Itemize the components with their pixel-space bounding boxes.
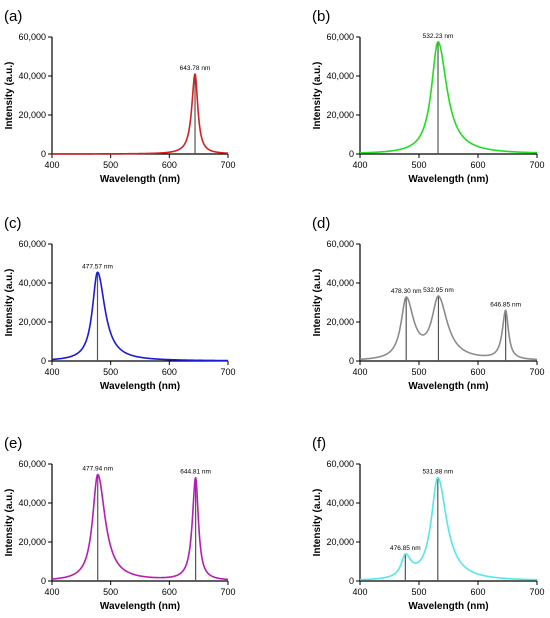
x-tick-label: 600 — [470, 160, 485, 170]
y-tick-label: 60,000 — [326, 32, 354, 42]
x-axis-title: Wavelength (nm) — [408, 601, 488, 612]
peak-label: 643.78 nm — [180, 65, 211, 72]
x-tick-label: 400 — [352, 160, 367, 170]
y-axis-title: Intensity (a.u.) — [312, 62, 323, 130]
spectrum-series-line — [51, 271, 229, 362]
x-tick-label: 500 — [411, 587, 426, 597]
spectrum-series-line — [359, 41, 538, 154]
y-tick-label: 40,000 — [326, 278, 354, 288]
peak-label: 531.88 nm — [422, 469, 453, 476]
spectrum-series-line — [359, 295, 538, 361]
y-tick-label: 60,000 — [326, 459, 354, 469]
x-tick-label: 500 — [411, 367, 426, 377]
x-tick-label: 400 — [44, 367, 59, 377]
y-tick-label: 0 — [349, 576, 354, 586]
y-tick-label: 40,000 — [326, 71, 354, 81]
y-axis-title: Intensity (a.u.) — [312, 489, 323, 557]
x-tick-label: 600 — [470, 587, 485, 597]
x-axis-title: Wavelength (nm) — [100, 381, 180, 392]
peak-label: 476.85 nm — [390, 545, 421, 552]
chart-panel-d: (d) 400 500 600 700 0 20,000 40,000 60,000 Wavele… — [312, 215, 545, 392]
y-tick-label: 60,000 — [18, 32, 46, 42]
y-tick-label: 40,000 — [326, 498, 354, 508]
peak-label: 532.23 nm — [423, 33, 454, 40]
chart-panel-a: (a) 400 500 600 700 0 20,000 40,000 60,000 Wavele… — [4, 8, 236, 185]
x-tick-label: 600 — [470, 367, 485, 377]
y-tick-label: 20,000 — [326, 317, 354, 327]
y-tick-label: 0 — [41, 149, 46, 159]
y-tick-label: 20,000 — [326, 537, 354, 547]
y-tick-label: 60,000 — [326, 239, 354, 249]
x-tick-label: 700 — [529, 367, 544, 377]
y-tick-label: 0 — [349, 149, 354, 159]
chart-panel-b: (b) 400 500 600 700 0 20,000 40,000 60,000 Wavele… — [312, 8, 545, 185]
panel-label: (a) — [4, 8, 22, 25]
y-tick-label: 0 — [41, 576, 46, 586]
y-tick-label: 20,000 — [18, 110, 46, 120]
spectrum-series-line — [51, 73, 229, 155]
x-tick-label: 600 — [162, 367, 177, 377]
x-tick-label: 600 — [162, 160, 177, 170]
y-tick-label: 0 — [41, 356, 46, 366]
x-tick-label: 500 — [103, 367, 118, 377]
y-tick-label: 60,000 — [18, 239, 46, 249]
y-tick-label: 40,000 — [18, 71, 46, 81]
x-tick-label: 700 — [220, 160, 235, 170]
y-tick-label: 40,000 — [18, 498, 46, 508]
y-tick-label: 20,000 — [18, 537, 46, 547]
x-tick-label: 600 — [162, 587, 177, 597]
y-tick-label: 20,000 — [18, 317, 46, 327]
x-tick-label: 400 — [44, 160, 59, 170]
y-tick-label: 40,000 — [18, 278, 46, 288]
peak-label: 644.81 nm — [180, 469, 211, 476]
chart-panel-f: (f) 400 500 600 700 0 20,000 40,000 60,000 Wavele… — [312, 435, 545, 612]
peak-label: 532.95 nm — [423, 287, 454, 294]
x-axis-title: Wavelength (nm) — [100, 174, 180, 185]
peak-label: 477.57 nm — [82, 263, 113, 270]
x-tick-label: 700 — [529, 587, 544, 597]
peak-label: 477.94 nm — [82, 466, 113, 473]
x-tick-label: 700 — [529, 160, 544, 170]
x-tick-label: 700 — [220, 367, 235, 377]
peak-label: 646.85 nm — [490, 301, 521, 308]
x-tick-label: 500 — [103, 587, 118, 597]
y-tick-label: 0 — [349, 356, 354, 366]
panel-label: (b) — [312, 8, 330, 25]
x-tick-label: 500 — [411, 160, 426, 170]
x-tick-label: 700 — [220, 587, 235, 597]
x-tick-label: 400 — [44, 587, 59, 597]
y-axis-title: Intensity (a.u.) — [4, 269, 15, 337]
chart-panel-e: (e) 400 500 600 700 0 20,000 40,000 60,000 Wavele… — [4, 435, 236, 612]
y-axis-title: Intensity (a.u.) — [4, 489, 15, 557]
x-tick-label: 400 — [352, 367, 367, 377]
y-tick-label: 20,000 — [326, 110, 354, 120]
panel-label: (f) — [312, 435, 326, 452]
panel-label: (d) — [312, 215, 330, 232]
y-tick-label: 60,000 — [18, 459, 46, 469]
x-axis-title: Wavelength (nm) — [100, 601, 180, 612]
x-tick-label: 500 — [103, 160, 118, 170]
panel-label: (e) — [4, 435, 22, 452]
spectrum-series-line — [51, 473, 229, 581]
spectrum-series-line — [359, 476, 538, 581]
x-tick-label: 400 — [352, 587, 367, 597]
x-axis-title: Wavelength (nm) — [408, 381, 488, 392]
panel-label: (c) — [4, 215, 22, 232]
x-axis-title: Wavelength (nm) — [408, 174, 488, 185]
chart-panel-c: (c) 400 500 600 700 0 20,000 40,000 60,000 Wavele… — [4, 215, 236, 392]
peak-label: 478.30 nm — [391, 288, 422, 295]
y-axis-title: Intensity (a.u.) — [4, 62, 15, 130]
y-axis-title: Intensity (a.u.) — [312, 269, 323, 337]
